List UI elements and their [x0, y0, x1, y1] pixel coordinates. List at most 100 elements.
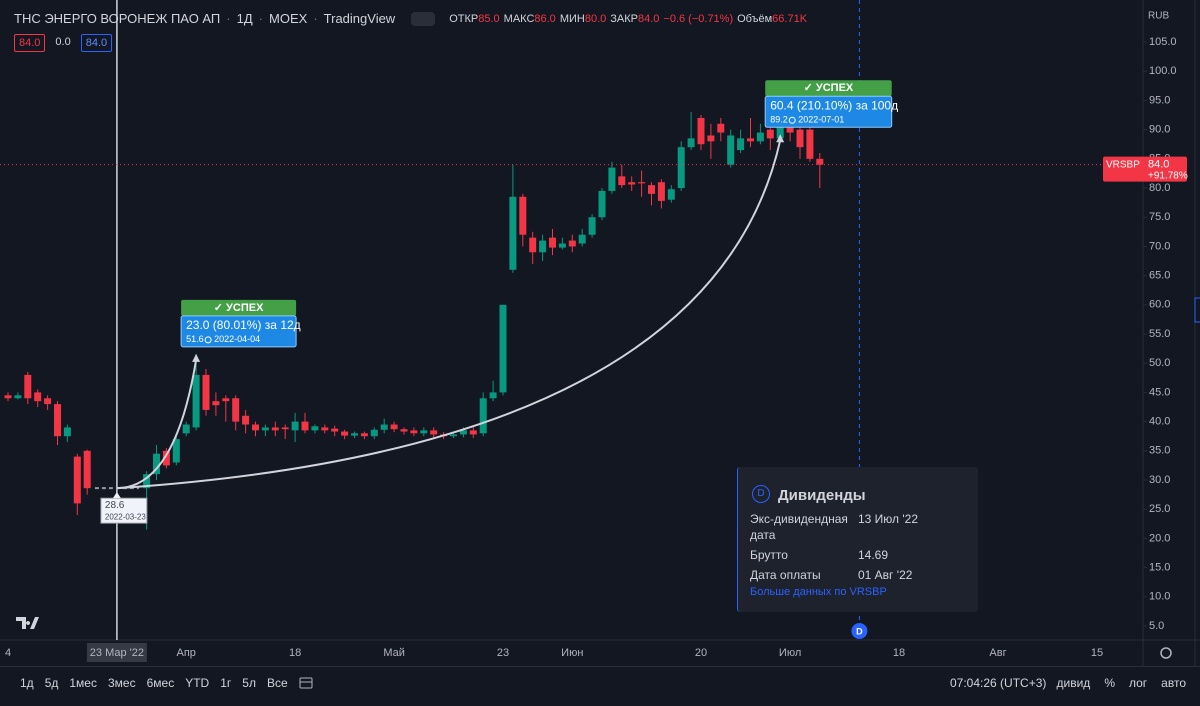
candle-body	[450, 434, 457, 437]
result: 23.0 (80.01%) за 12д	[186, 318, 301, 332]
y-tick-label: 10.0	[1149, 591, 1170, 603]
start-pointer	[112, 492, 121, 499]
row-value: 14.69	[858, 548, 889, 562]
options: дивид% лог авто	[1057, 676, 1186, 690]
candle-body	[529, 237, 537, 253]
candle-body	[489, 392, 497, 399]
candle-body	[73, 456, 81, 504]
candle-body	[153, 453, 160, 475]
y-tick-label: 70.0	[1149, 240, 1170, 252]
result-box	[180, 315, 297, 348]
candle-body	[578, 234, 586, 244]
visibility-toggle[interactable]	[411, 11, 436, 26]
y-tick-label: 60.0	[1149, 299, 1170, 311]
price-symbol: VRSBP	[1106, 159, 1140, 170]
candle-body	[281, 427, 289, 430]
candle-body	[747, 138, 754, 142]
candle-body	[667, 189, 675, 200]
row-value: 01 Авг '22	[858, 568, 913, 582]
settings-icon	[1160, 647, 1172, 659]
more-link[interactable]: Больше данных по VRSBP	[750, 586, 887, 598]
row-label: Дата оплаты	[750, 568, 821, 582]
exchange: MOEX	[269, 11, 308, 26]
candle-body	[291, 421, 299, 431]
y-tick-label: 50.0	[1149, 357, 1170, 369]
dividend-marker-label: D	[856, 626, 863, 636]
x-tick-label: 18	[289, 647, 301, 659]
candle-body	[192, 374, 200, 428]
x-tick-label: Июл	[779, 647, 801, 659]
candle-body	[400, 429, 408, 432]
row-value: 13 Июл '22	[858, 512, 919, 526]
x-tick-label: Июн	[561, 647, 583, 659]
badge: 84.0	[80, 34, 113, 52]
candle-body	[202, 374, 210, 410]
candle-body	[222, 398, 230, 402]
period-button[interactable]: 5д	[44, 676, 59, 690]
x-tick-label: 20	[695, 647, 707, 659]
option-button[interactable]: авто	[1161, 676, 1186, 690]
period-button[interactable]: 1д	[20, 676, 34, 690]
period-button[interactable]: 1мес	[69, 676, 97, 690]
x-tick-label: 15	[1091, 647, 1103, 659]
target-date: 2022-04-04	[214, 334, 260, 344]
candle-body	[321, 427, 329, 431]
option-button[interactable]: %	[1104, 676, 1115, 690]
candle-body	[380, 424, 388, 430]
price-label-bg	[1103, 156, 1187, 182]
period-button[interactable]: 1г	[220, 676, 232, 690]
candle-body	[459, 430, 467, 435]
symbol[interactable]: ТНС ЭНЕРГО ВОРОНЕЖ ПАО АП	[14, 11, 221, 26]
target-date: 2022-07-01	[798, 115, 844, 125]
candle-body	[677, 147, 685, 189]
ohlc-label: ЗАКР	[610, 12, 638, 25]
candle-body	[430, 430, 438, 435]
candle-body	[410, 430, 418, 434]
candle-body	[558, 243, 566, 248]
option-button[interactable]: лог	[1128, 676, 1148, 690]
ohlc-label: МАКС	[503, 12, 535, 25]
candle-body	[717, 123, 725, 133]
period-button[interactable]: 6мес	[146, 676, 175, 690]
row-label: Экс-дивидендная дата	[750, 512, 848, 542]
candle-body	[479, 398, 487, 434]
target-dot	[788, 116, 796, 124]
start-value: 28.6	[105, 500, 125, 511]
option-button[interactable]: дивид	[1056, 676, 1091, 690]
candle-body	[83, 450, 91, 489]
projection-arrow	[192, 353, 201, 362]
y-tick-label: 35.0	[1149, 445, 1170, 457]
source: TradingView	[323, 11, 396, 26]
candle-body	[172, 439, 180, 463]
price-value: 84.0	[1148, 159, 1169, 171]
period-button[interactable]: YTD	[185, 676, 210, 690]
ohlc-value: 86.0	[534, 12, 556, 25]
periods: 1д 5д 1мес 3мес 6мес YTD 1г 5л Все	[20, 676, 288, 690]
target-value: 51.6	[186, 334, 204, 344]
x-tick-label: 23	[497, 647, 509, 659]
status: ✓ УСПЕХ	[804, 82, 854, 94]
period-button[interactable]: Все	[266, 676, 288, 690]
x-tick-label: 4	[5, 647, 11, 659]
candle-body	[341, 431, 349, 436]
candle-body	[143, 474, 151, 489]
candle-body	[182, 424, 190, 434]
period-button[interactable]: 3мес	[107, 676, 136, 690]
status-box	[765, 80, 892, 97]
scroll-handle	[1194, 297, 1200, 323]
y-tick-label: 40.0	[1149, 416, 1170, 428]
dividend-icon: D	[752, 485, 770, 503]
candle-body	[271, 427, 279, 431]
x-tick-label: Май	[383, 647, 405, 659]
period-button[interactable]: 5л	[242, 676, 256, 690]
y-tick-label: 45.0	[1149, 386, 1170, 398]
y-tick-label: 20.0	[1149, 532, 1170, 544]
candle-body	[242, 415, 250, 425]
toolbar: 1д 5д 1мес 3мес 6мес YTD 1г 5л Все 07:04:26 (UTC…	[0, 666, 1200, 706]
candle-body	[469, 430, 477, 435]
compare-icon[interactable]	[298, 675, 314, 691]
candle-body	[331, 428, 339, 432]
interval[interactable]: 1Д	[236, 11, 253, 26]
